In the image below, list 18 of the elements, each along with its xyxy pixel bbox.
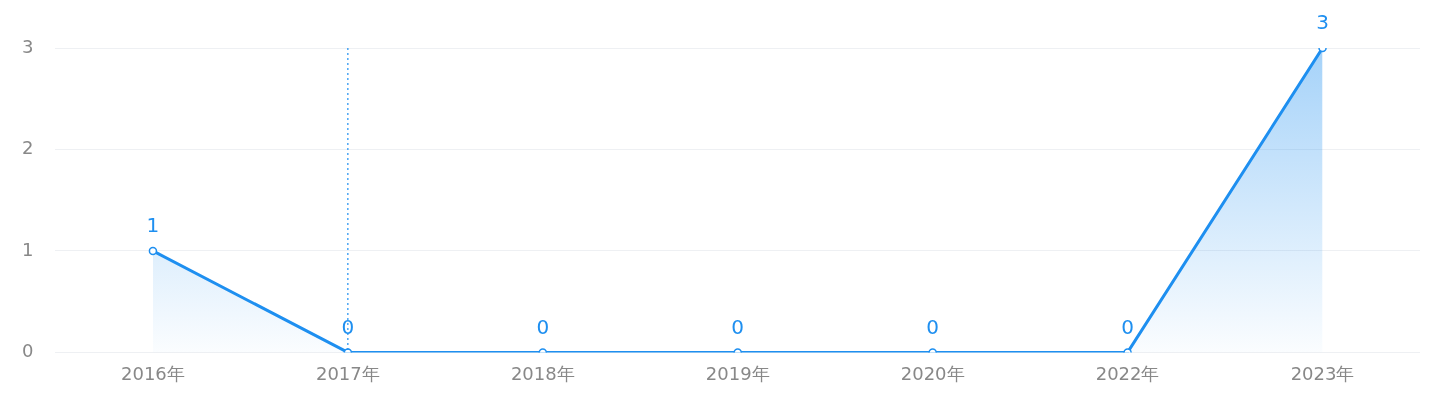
- data-label: 1: [146, 213, 160, 238]
- x-tick-label: 2022年: [1095, 362, 1160, 384]
- data-label: 0: [731, 314, 745, 339]
- x-tick-label: 2020年: [900, 362, 965, 384]
- x-tick-label: 2019年: [705, 362, 770, 384]
- data-label: 0: [1121, 314, 1134, 339]
- data-label: 0: [536, 314, 550, 339]
- y-tick-label: 3: [22, 35, 34, 57]
- x-tick-label: 2023年: [1290, 362, 1355, 384]
- x-tick-label: 2016年: [121, 362, 185, 384]
- y-tick-label: 2: [22, 137, 34, 159]
- data-label: 0: [341, 314, 355, 339]
- x-tick-label: 2018年: [510, 362, 575, 384]
- y-tick-label: 0: [22, 340, 34, 362]
- data-label: 3: [1316, 10, 1329, 35]
- data-label: 0: [926, 314, 940, 339]
- x-tick-label: 2017年: [315, 362, 380, 384]
- y-tick-label: 1: [22, 238, 34, 260]
